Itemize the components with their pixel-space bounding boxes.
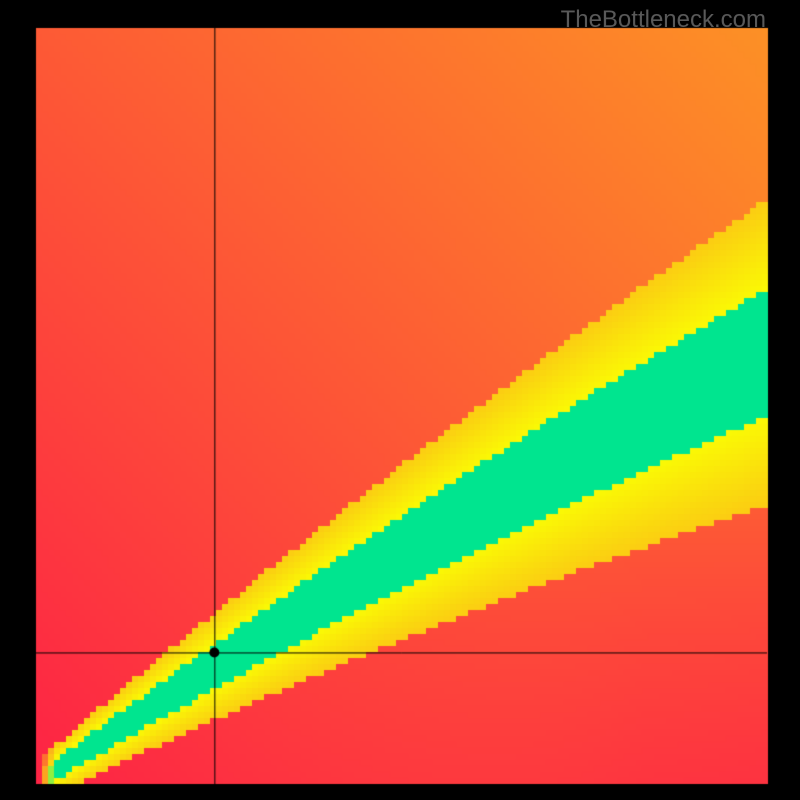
watermark-text: TheBottleneck.com	[561, 6, 766, 34]
bottleneck-heatmap	[0, 0, 800, 800]
root: TheBottleneck.com	[0, 0, 800, 800]
